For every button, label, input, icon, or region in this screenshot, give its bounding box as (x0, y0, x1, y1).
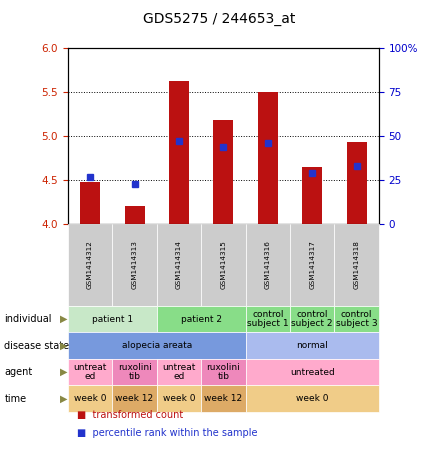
Text: GSM1414317: GSM1414317 (309, 241, 315, 289)
Text: control
subject 1: control subject 1 (247, 310, 289, 328)
Bar (258, 92, 278, 224)
Text: week 12: week 12 (116, 394, 154, 403)
Bar (80, 182, 100, 224)
Text: control
subject 2: control subject 2 (291, 310, 333, 328)
Text: ■  percentile rank within the sample: ■ percentile rank within the sample (77, 428, 257, 438)
Text: ▶: ▶ (60, 341, 67, 351)
Text: GSM1414312: GSM1414312 (87, 241, 93, 289)
Text: alopecia areata: alopecia areata (122, 341, 192, 350)
Text: untreat
ed: untreat ed (74, 363, 107, 381)
Bar (124, 206, 145, 224)
Text: week 0: week 0 (296, 394, 328, 403)
Text: untreat
ed: untreat ed (162, 363, 196, 381)
Text: GSM1414316: GSM1414316 (265, 241, 271, 289)
Text: individual: individual (4, 314, 52, 324)
Text: GSM1414318: GSM1414318 (353, 241, 360, 289)
Text: untreated: untreated (290, 367, 335, 376)
Text: week 0: week 0 (74, 394, 106, 403)
Text: ■  transformed count: ■ transformed count (77, 410, 183, 420)
Text: GSM1414314: GSM1414314 (176, 241, 182, 289)
Text: GDS5275 / 244653_at: GDS5275 / 244653_at (143, 12, 295, 26)
Bar (346, 142, 367, 224)
Text: ▶: ▶ (60, 394, 67, 404)
Text: week 12: week 12 (204, 394, 243, 403)
Text: ▶: ▶ (60, 367, 67, 377)
Text: GSM1414313: GSM1414313 (131, 241, 138, 289)
Text: disease state: disease state (4, 341, 70, 351)
Text: patient 1: patient 1 (92, 314, 133, 323)
Bar (169, 81, 189, 224)
Text: GSM1414315: GSM1414315 (220, 241, 226, 289)
Text: ruxolini
tib: ruxolini tib (206, 363, 240, 381)
Text: ▶: ▶ (60, 314, 67, 324)
Bar (302, 167, 322, 224)
Text: agent: agent (4, 367, 32, 377)
Bar (213, 120, 233, 224)
Text: normal: normal (297, 341, 328, 350)
Text: week 0: week 0 (162, 394, 195, 403)
Text: control
subject 3: control subject 3 (336, 310, 378, 328)
Text: time: time (4, 394, 27, 404)
Text: patient 2: patient 2 (180, 314, 222, 323)
Text: ruxolini
tib: ruxolini tib (118, 363, 152, 381)
